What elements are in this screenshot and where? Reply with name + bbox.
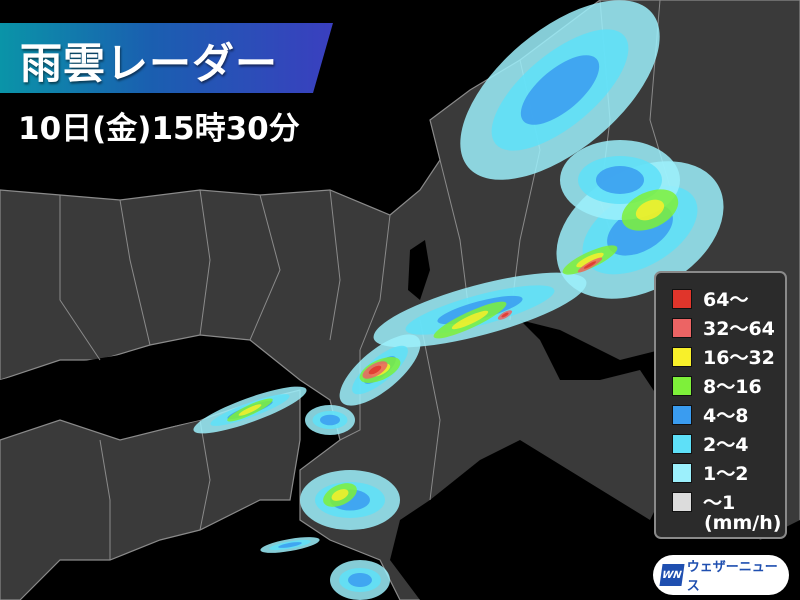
legend-swatch [672, 462, 692, 483]
legend-item: 8〜16 [672, 371, 785, 400]
legend-swatch [672, 404, 692, 425]
legend-swatch [672, 317, 692, 338]
page-title: 雨雲レーダー [20, 39, 279, 88]
rain-echo [278, 542, 302, 548]
legend-label: 2〜4 [703, 434, 749, 456]
rain-echoes [193, 0, 724, 600]
legend-item: 32〜64 [672, 313, 785, 342]
title-banner [0, 23, 333, 93]
legend-swatch [672, 288, 692, 309]
rain-echo [596, 166, 644, 194]
rain-echo [320, 414, 340, 426]
legend-item: 4〜8 [672, 400, 785, 429]
weathernews-logo-text: ウェザーニュース [686, 560, 778, 594]
legend-unit: (mm/h) [704, 512, 782, 534]
legend-item: 64〜 [672, 284, 785, 313]
rain-echo [348, 573, 372, 587]
legend-label: 8〜16 [703, 376, 762, 398]
rain-echo [501, 312, 509, 318]
legend-label: 〜1 [703, 492, 736, 514]
observation-time: 10日(金)15時30分 [18, 111, 300, 147]
weathernews-logo-mark: WN [659, 564, 685, 586]
lake-biwa [408, 240, 430, 300]
rain-echo [635, 199, 665, 221]
rain-echo [520, 55, 600, 125]
legend-item: 〜1 [672, 487, 785, 516]
sea-seto-inland [0, 345, 300, 438]
weathernews-logo: WN ウェザーニュース [653, 555, 789, 595]
legend-label: 32〜64 [703, 318, 775, 340]
legend-label: 1〜2 [703, 463, 749, 485]
rain-echo [583, 261, 597, 269]
rain-echo [238, 404, 262, 416]
rain-echo [368, 365, 382, 375]
legend-item: 2〜4 [672, 429, 785, 458]
legend-item: 1〜2 [672, 458, 785, 487]
legend-swatch [672, 375, 692, 396]
legend-swatch [672, 346, 692, 367]
legend-item: 16〜32 [672, 342, 785, 371]
precipitation-legend: 64〜 32〜64 16〜32 8〜16 4〜8 2〜4 1〜2 〜1 (mm/h) [654, 271, 787, 539]
legend-label: 4〜8 [703, 405, 749, 427]
rain-echo [451, 310, 489, 330]
legend-swatch [672, 433, 692, 454]
legend-label: 16〜32 [703, 347, 775, 369]
rain-echo [576, 252, 604, 268]
legend-label: 64〜 [703, 289, 749, 311]
land-shikoku [0, 389, 301, 600]
legend-swatch [672, 491, 692, 512]
rain-echo [331, 489, 349, 501]
